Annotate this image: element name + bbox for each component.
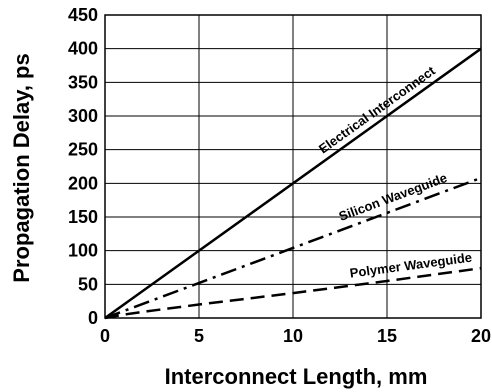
y-tick-label: 350 [68, 72, 98, 92]
grid [104, 14, 482, 319]
x-tick-labels: 0 5 10 15 20 [100, 326, 491, 346]
y-axis-title: Propagation Delay, ps [9, 53, 34, 282]
y-tick-label: 0 [88, 308, 98, 328]
y-tick-label: 200 [68, 173, 98, 193]
series-label-electrical-interconnect: Electrical Interconnect [316, 63, 439, 157]
x-tick-label: 15 [377, 326, 397, 346]
plot-area-frame [104, 14, 482, 319]
x-axis-title: Interconnect Length, mm [165, 364, 428, 389]
y-tick-label: 300 [68, 106, 98, 126]
series-line-electrical-interconnect [104, 47, 482, 320]
y-tick-label: 50 [78, 274, 98, 294]
series-label-polymer-waveguide: Polymer Waveguide [349, 250, 473, 281]
series-group [104, 47, 482, 320]
y-tick-label: 150 [68, 207, 98, 227]
y-tick-label: 400 [68, 39, 98, 59]
y-tick-label: 250 [68, 140, 98, 160]
x-tick-label: 10 [283, 326, 303, 346]
x-tick-label: 0 [100, 326, 110, 346]
series-line-polymer-waveguide [104, 266, 482, 320]
y-tick-label: 100 [68, 241, 98, 261]
series-line-silicon-waveguide [104, 176, 482, 320]
x-tick-label: 5 [194, 326, 204, 346]
x-tick-label: 20 [471, 326, 491, 346]
y-tick-label: 450 [68, 5, 98, 25]
y-tick-labels: 0 50 100 150 200 250 300 350 400 450 [68, 5, 98, 328]
